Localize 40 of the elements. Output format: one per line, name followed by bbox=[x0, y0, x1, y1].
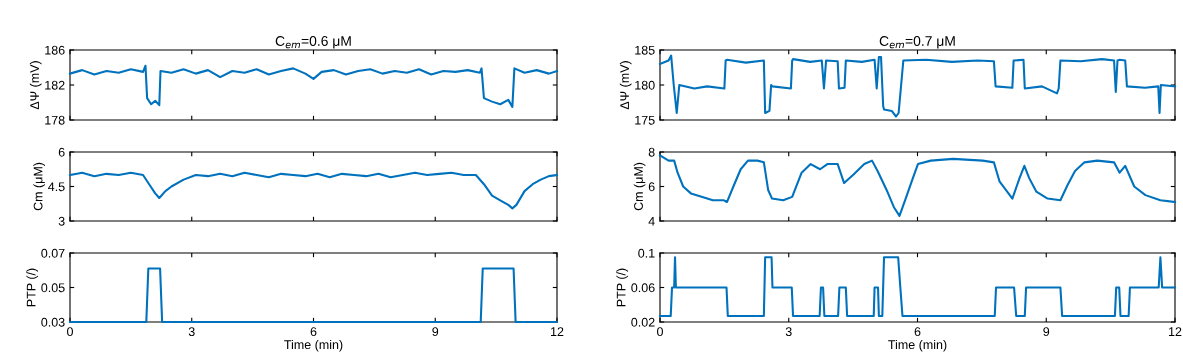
x-tick-label: 12 bbox=[1169, 327, 1182, 336]
y-tick-label: 182 bbox=[45, 80, 65, 90]
y-axis-title: ΔΨ (mV) bbox=[29, 61, 42, 110]
y-tick-label: 0.06 bbox=[631, 283, 655, 293]
y-axis-title: PTP (/) bbox=[616, 268, 629, 307]
y-tick-label: 8 bbox=[648, 147, 655, 157]
x-tick-label: 6 bbox=[914, 327, 921, 337]
x-tick-label: 9 bbox=[1043, 327, 1050, 337]
y-tick-label: 0.05 bbox=[41, 283, 65, 293]
x-tick-label: 3 bbox=[188, 327, 195, 337]
chart-title: C$_{em}$=0.7 μM bbox=[879, 36, 955, 49]
line-series bbox=[68, 171, 559, 210]
x-tick-label: 0 bbox=[657, 327, 663, 337]
y-tick-label: 180 bbox=[635, 80, 655, 90]
y-tick-label: 186 bbox=[45, 45, 65, 55]
chart-title: C$_{em}$=0.6 μM bbox=[275, 36, 351, 49]
y-axis-title: Cm (μM) bbox=[633, 162, 646, 211]
x-tick-label: 9 bbox=[432, 327, 439, 337]
x-tick-label: 3 bbox=[785, 327, 792, 337]
y-tick-label: 4.5 bbox=[48, 182, 65, 192]
y-axis-title: ΔΨ (mV) bbox=[619, 61, 632, 110]
x-tick-label: 6 bbox=[310, 327, 317, 337]
y-tick-label: 178 bbox=[45, 115, 65, 125]
y-tick-label: 175 bbox=[635, 115, 655, 125]
x-axis-title: Time (min) bbox=[284, 339, 343, 352]
x-tick-label: 12 bbox=[551, 327, 564, 336]
y-tick-label: 0.07 bbox=[41, 248, 65, 258]
y-tick-label: 185 bbox=[635, 45, 655, 55]
y-tick-label: 6 bbox=[58, 147, 65, 157]
y-axis-title: Cm (μM) bbox=[33, 162, 45, 211]
y-tick-label: 4 bbox=[648, 216, 655, 226]
line-series bbox=[68, 64, 559, 108]
x-axis-title: Time (min) bbox=[888, 339, 947, 352]
x-tick-label: 0 bbox=[67, 327, 73, 337]
y-tick-label: 3 bbox=[58, 216, 65, 226]
y-tick-label: 0.03 bbox=[41, 317, 65, 327]
y-tick-label: 0.02 bbox=[631, 317, 655, 327]
y-axis-title: PTP (/) bbox=[26, 268, 39, 307]
y-tick-label: 6 bbox=[648, 182, 655, 192]
y-tick-label: 0.1 bbox=[638, 248, 655, 258]
